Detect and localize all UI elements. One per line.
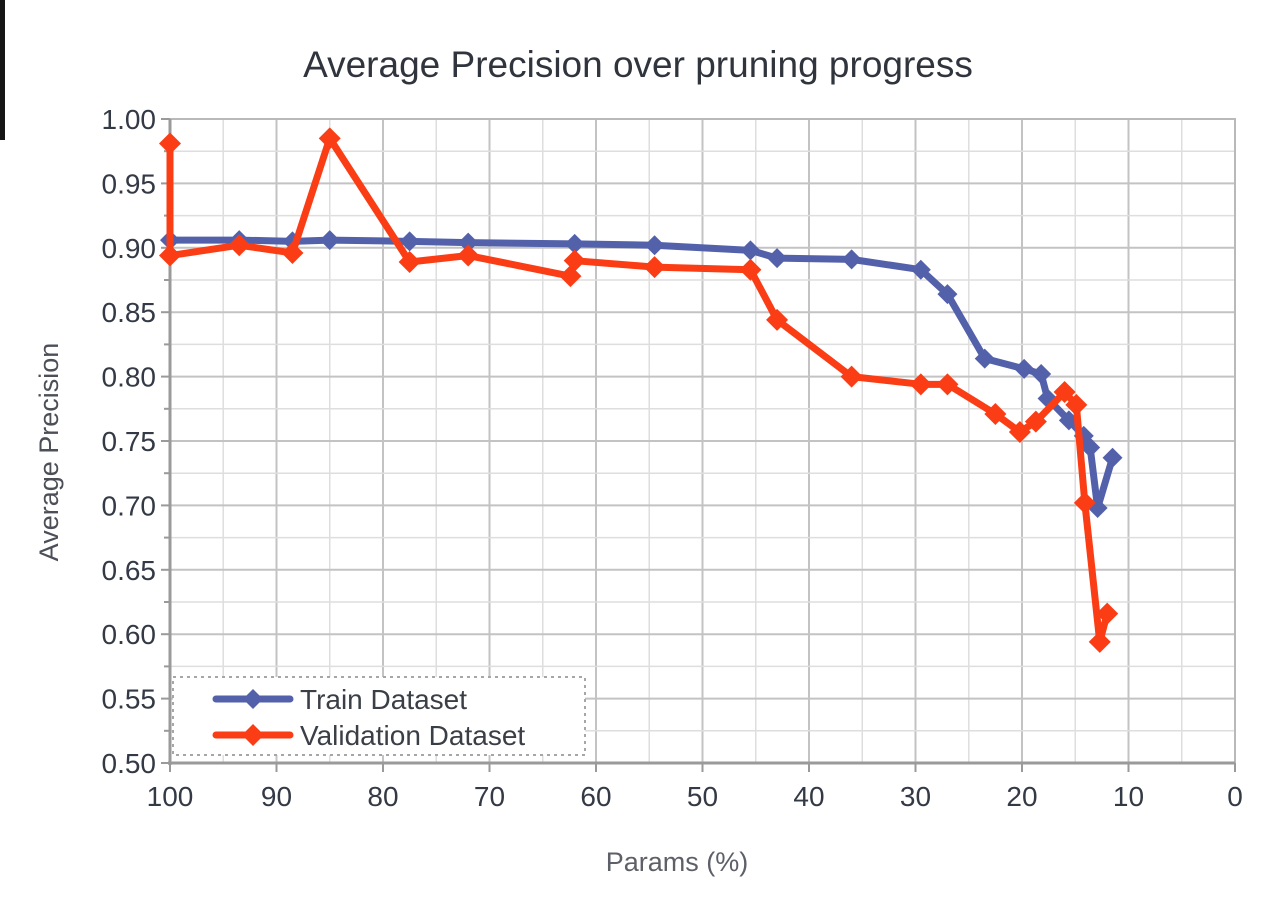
x-tick-label: 60 [580, 781, 611, 812]
grid-layer [169, 118, 1236, 764]
y-tick-label: 0.70 [102, 490, 157, 521]
data-point-marker [840, 365, 863, 388]
x-tick-label: 70 [474, 781, 505, 812]
legend-marker [242, 724, 264, 746]
y-tick-label: 0.55 [102, 684, 157, 715]
data-point-marker [1073, 491, 1096, 514]
data-point-marker [159, 244, 181, 267]
data-point-marker [1080, 437, 1101, 458]
y-tick-label: 0.85 [102, 297, 157, 328]
data-point-marker [457, 244, 480, 267]
x-tick-label: 80 [367, 781, 398, 812]
chart-title: Average Precision over pruning progress [303, 44, 973, 85]
data-point-marker [1024, 410, 1047, 433]
data-point-marker [937, 284, 958, 305]
data-point-marker [1102, 447, 1123, 468]
y-tick-label: 0.75 [102, 426, 157, 457]
data-point-marker [1088, 630, 1111, 653]
data-point-marker [1096, 602, 1119, 625]
data-point-marker [398, 250, 421, 273]
x-tick-label: 90 [261, 781, 292, 812]
legend-item-label: Train Dataset [300, 684, 467, 715]
data-point-marker [559, 265, 582, 288]
data-point-marker [1053, 381, 1076, 404]
data-point-marker [974, 348, 995, 369]
data-point-marker [740, 240, 761, 261]
series-line [166, 134, 1111, 646]
legend-item-label: Validation Dataset [300, 720, 525, 751]
data-point-marker [984, 402, 1007, 425]
data-point-marker [644, 235, 665, 256]
data-point-marker [936, 373, 959, 396]
x-tick-label: 10 [1113, 781, 1144, 812]
data-point-marker [643, 256, 666, 279]
data-point-marker [159, 132, 181, 155]
legend-marker [243, 689, 263, 709]
y-axis-label: Average Precision [34, 343, 64, 562]
data-point-marker [766, 308, 789, 331]
series-layer [159, 127, 1123, 653]
legend-box [172, 676, 586, 756]
series-train [160, 230, 1123, 518]
y-tick-label: 0.50 [102, 748, 157, 779]
data-point-marker [563, 249, 586, 272]
data-point-marker [399, 231, 420, 252]
data-point-marker [1031, 364, 1052, 385]
data-point-marker [458, 232, 479, 253]
x-tick-label: 50 [687, 781, 718, 812]
series-validation [159, 127, 1119, 653]
data-point-marker [1065, 393, 1088, 416]
data-point-marker [909, 373, 932, 396]
data-point-marker [910, 259, 931, 280]
y-tick-label: 0.90 [102, 233, 157, 264]
x-axis-label: Params (%) [606, 847, 749, 877]
data-point-marker [318, 127, 341, 150]
data-point-marker [739, 258, 762, 281]
y-tick-label: 1.00 [102, 104, 157, 135]
x-tick-label: 100 [147, 781, 194, 812]
x-tick-label: 30 [900, 781, 931, 812]
screenshot-edge-artifact [0, 0, 5, 140]
data-point-marker [841, 249, 862, 270]
data-point-marker [319, 230, 340, 251]
y-tick-label: 0.60 [102, 619, 157, 650]
y-tick-label: 0.80 [102, 362, 157, 393]
data-point-marker [1008, 420, 1031, 443]
data-point-marker [228, 234, 251, 257]
x-tick-label: 40 [793, 781, 824, 812]
legend: Train Dataset Validation Dataset [172, 676, 586, 756]
y-tick-label: 0.95 [102, 168, 157, 199]
data-point-marker [564, 233, 585, 254]
data-point-marker [1014, 358, 1035, 379]
data-point-marker [281, 241, 304, 264]
y-tick-label: 0.65 [102, 555, 157, 586]
axis-layer: 100 90 80 70 60 50 40 30 20 10 00.500.550.600.650.… [102, 104, 1243, 812]
x-tick-label: 0 [1227, 781, 1243, 812]
x-tick-label: 20 [1006, 781, 1037, 812]
data-point-marker [767, 248, 788, 269]
